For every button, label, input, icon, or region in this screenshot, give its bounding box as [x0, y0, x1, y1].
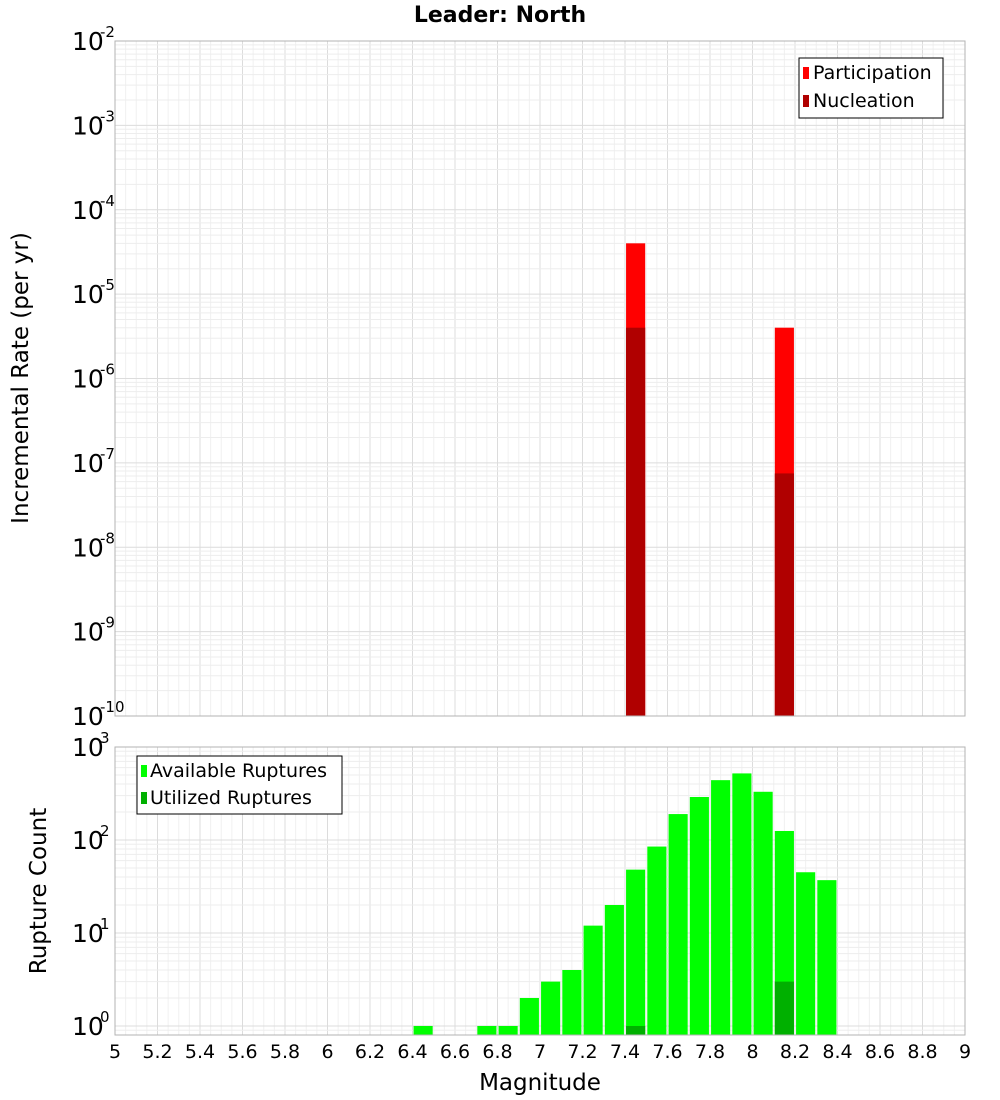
top-y-axis-title: Incremental Rate (per yr): [8, 232, 34, 524]
top-y-tick-base: 10: [72, 449, 104, 478]
top-y-tick-exponent: -5: [100, 276, 115, 294]
available-ruptures-bar: [689, 796, 709, 1035]
available-ruptures-bar: [732, 773, 752, 1035]
x-tick-label: 5.2: [142, 1041, 172, 1063]
top-y-tick-exponent: -7: [100, 445, 115, 463]
bottom-plot-frame: [114, 746, 966, 1036]
participation-legend-swatch: [803, 67, 809, 79]
top-y-tick-base: 10: [72, 702, 104, 731]
utilized-ruptures-legend-swatch: [141, 792, 147, 804]
top-y-tick-base: 10: [72, 365, 104, 394]
available-ruptures-bar: [498, 1025, 518, 1035]
nucleation-bar: [774, 473, 794, 716]
x-tick-label: 8: [746, 1041, 758, 1063]
utilized-ruptures-bar: [626, 1025, 646, 1035]
top-y-tick-base: 10: [72, 27, 104, 56]
top-y-tick-base: 10: [72, 280, 104, 309]
top-y-tick-exponent: -4: [100, 192, 115, 210]
utilized-ruptures-bar: [774, 981, 794, 1035]
bottom-legend: Available Ruptures Utilized Ruptures: [136, 755, 343, 815]
available-ruptures-bar: [519, 997, 539, 1035]
bottom-y-axis-title: Rupture Count: [26, 808, 52, 974]
x-tick-label: 6.4: [397, 1041, 427, 1063]
x-tick-label: 5: [109, 1041, 121, 1063]
x-tick-label: 8.2: [780, 1041, 810, 1063]
available-ruptures-bar: [817, 880, 837, 1035]
chart-title: Leader: North: [414, 3, 586, 28]
top-y-tick-base: 10: [72, 533, 104, 562]
nucleation-bar: [626, 327, 646, 716]
available-ruptures-bar: [541, 981, 561, 1035]
bottom-y-tick-base: 10: [72, 1012, 104, 1041]
x-tick-label: 7.6: [652, 1041, 682, 1063]
bottom-y-tick-exponent: 0: [100, 1008, 110, 1026]
x-tick-label: 7.2: [567, 1041, 597, 1063]
top-y-tick-exponent: -3: [100, 107, 115, 125]
bottom-bars: [413, 773, 837, 1035]
top-plot-frame: [114, 40, 966, 717]
top-legend-box: [798, 57, 944, 119]
x-tick-label: 7.4: [610, 1041, 640, 1063]
x-tick-label: 8.8: [907, 1041, 937, 1063]
available-ruptures-legend-label: Available Ruptures: [150, 760, 327, 782]
top-y-tick-base: 10: [72, 111, 104, 140]
x-tick-label: 7.8: [695, 1041, 725, 1063]
nucleation-legend-label: Nucleation: [813, 90, 915, 112]
x-tick-label: 5.8: [270, 1041, 300, 1063]
available-ruptures-bar: [753, 791, 773, 1035]
available-ruptures-legend-swatch: [141, 765, 147, 777]
available-ruptures-bar: [477, 1025, 497, 1035]
x-tick-label: 8.6: [865, 1041, 895, 1063]
x-tick-label: 6.2: [355, 1041, 385, 1063]
x-tick-label: 6: [321, 1041, 333, 1063]
bottom-y-tick-base: 10: [72, 826, 104, 855]
top-y-tick-base: 10: [72, 196, 104, 225]
x-axis-ticks: 5 5.2 5.4 5.6 5.8 6 6.2 6.4 6.6 6.8 7 7.2 7.4 7.6 7.8 8…: [109, 1041, 971, 1063]
participation-legend-label: Participation: [813, 62, 932, 84]
x-tick-label: 5.6: [227, 1041, 257, 1063]
top-legend: Participation Nucleation: [798, 57, 944, 119]
top-y-tick-exponent: -2: [100, 23, 115, 41]
top-y-tick-exponent: -8: [100, 529, 115, 547]
top-y-tick-exponent: -10: [100, 698, 125, 716]
top-bars: [626, 243, 794, 717]
bottom-legend-box: [136, 755, 343, 815]
bottom-y-tick-base: 10: [72, 733, 104, 762]
utilized-ruptures-legend-label: Utilized Ruptures: [150, 787, 312, 809]
top-y-tick-base: 10: [72, 618, 104, 647]
bottom-y-tick-exponent: 3: [100, 729, 110, 747]
available-ruptures-bar: [668, 814, 688, 1035]
available-ruptures-bar: [604, 904, 624, 1035]
x-tick-label: 6.6: [440, 1041, 470, 1063]
x-tick-label: 5.4: [185, 1041, 215, 1063]
x-tick-label: 6.8: [482, 1041, 512, 1063]
bottom-y-tick-exponent: 1: [100, 915, 110, 933]
nucleation-legend-swatch: [803, 95, 809, 107]
top-y-tick-exponent: -6: [100, 361, 115, 379]
available-ruptures-bar: [626, 869, 646, 1035]
x-tick-label: 8.4: [822, 1041, 852, 1063]
x-axis-title: Magnitude: [479, 1070, 601, 1096]
available-ruptures-bar: [562, 969, 582, 1035]
top-grid: [114, 40, 966, 717]
available-ruptures-bar: [796, 872, 816, 1035]
x-tick-label: 9: [959, 1041, 971, 1063]
bottom-y-tick-exponent: 2: [100, 822, 110, 840]
available-ruptures-bar: [711, 780, 731, 1035]
bottom-y-tick-base: 10: [72, 919, 104, 948]
available-ruptures-bar: [413, 1025, 433, 1035]
x-tick-label: 7: [534, 1041, 546, 1063]
top-y-tick-exponent: -9: [100, 614, 115, 632]
available-ruptures-bar: [647, 846, 667, 1035]
available-ruptures-bar: [583, 925, 603, 1035]
